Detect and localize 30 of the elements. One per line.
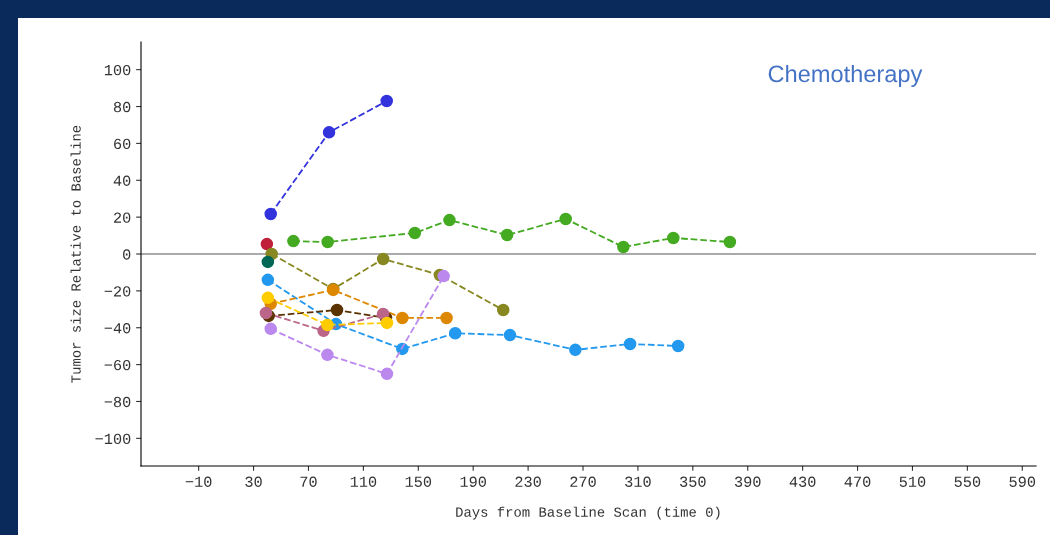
x-tick-label: 510 <box>899 476 926 487</box>
y-tick-label: 60 <box>114 138 131 150</box>
x-tick-label: 310 <box>625 476 651 487</box>
x-tick-label: 390 <box>734 476 761 487</box>
x-tick-label: 70 <box>300 476 317 487</box>
x-tick-label: 230 <box>515 476 541 487</box>
y-tick-label: −100 <box>95 433 131 445</box>
x-tick-label: 590 <box>1009 476 1036 487</box>
y-tick-label: −60 <box>104 359 131 371</box>
x-tick-label: 350 <box>680 476 706 487</box>
x-tick-label: 30 <box>245 476 262 487</box>
y-tick-label: −20 <box>104 286 131 297</box>
x-tick-label: 110 <box>350 476 377 487</box>
y-axis-title: Tumor size Relative to Baseline <box>70 125 81 383</box>
y-tick-label: −80 <box>104 396 131 408</box>
y-tick-label: −40 <box>104 323 131 334</box>
x-tick-label: 270 <box>570 476 596 487</box>
y-tick-label: 40 <box>113 175 131 186</box>
x-tick-label: 150 <box>405 476 432 487</box>
y-tick-label: 0 <box>123 249 131 260</box>
y-tick-label: 80 <box>113 101 131 113</box>
y-tick-label: 100 <box>104 64 131 76</box>
x-axis-title: Days from Baseline Scan (time 0) <box>456 506 720 520</box>
x-tick-label: −10 <box>185 476 212 487</box>
y-tick-label: 20 <box>114 212 131 223</box>
annotation: Chemotherapy <box>768 64 923 87</box>
x-tick-label: 470 <box>844 476 871 487</box>
x-tick-label: 190 <box>460 476 486 487</box>
x-tick-label: 550 <box>954 476 981 487</box>
x-tick-label: 430 <box>789 476 816 487</box>
